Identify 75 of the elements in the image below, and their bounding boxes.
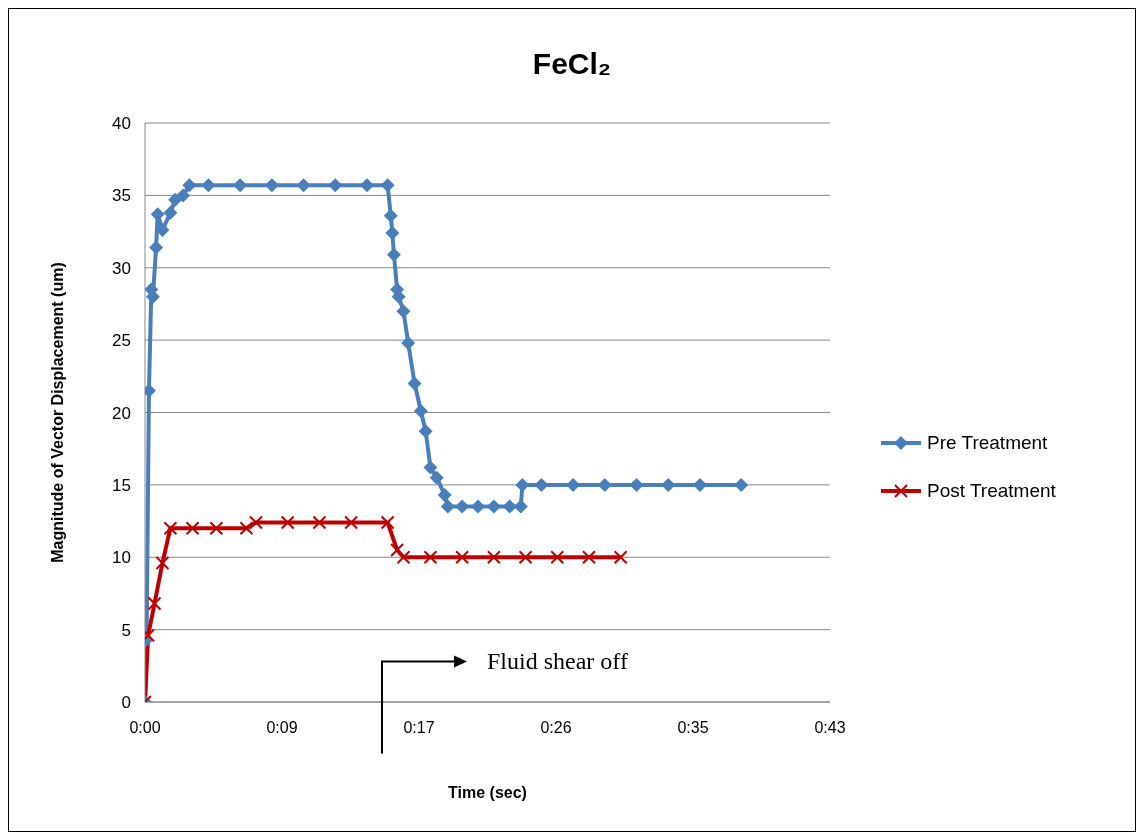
point xyxy=(168,192,183,207)
point xyxy=(149,240,164,255)
y-tick-label: 10 xyxy=(112,548,131,568)
point xyxy=(328,178,343,193)
point xyxy=(147,596,162,611)
y-tick-label: 30 xyxy=(112,258,131,278)
point xyxy=(470,499,485,514)
point xyxy=(513,499,528,514)
point xyxy=(312,515,327,530)
point xyxy=(486,550,501,565)
point xyxy=(182,178,197,193)
y-tick-label: 5 xyxy=(121,620,131,640)
point xyxy=(383,208,398,223)
point xyxy=(359,178,374,193)
point xyxy=(390,543,405,558)
point xyxy=(249,515,263,530)
y-tick-label: 35 xyxy=(112,186,131,206)
point xyxy=(401,336,416,351)
point xyxy=(518,550,533,565)
point xyxy=(413,404,428,419)
point xyxy=(176,188,191,203)
point xyxy=(455,499,470,514)
point xyxy=(396,304,411,319)
point xyxy=(233,178,248,193)
point xyxy=(407,376,422,391)
point xyxy=(502,499,517,514)
point xyxy=(163,521,178,536)
y-tick-label: 0 xyxy=(121,693,131,713)
point xyxy=(163,205,178,220)
point xyxy=(418,424,433,439)
point xyxy=(486,499,501,514)
point xyxy=(201,178,216,193)
point xyxy=(239,521,254,536)
point xyxy=(280,515,295,530)
point xyxy=(629,477,644,492)
point xyxy=(455,550,470,565)
chart-title: FeCl₂ xyxy=(531,47,613,81)
point xyxy=(380,178,395,193)
point xyxy=(396,550,411,565)
point xyxy=(296,178,311,193)
legend-label: Post Treatment xyxy=(927,480,1056,502)
point xyxy=(385,226,400,241)
y-tick-label: 40 xyxy=(112,114,131,134)
point xyxy=(423,550,438,565)
legend-label: Pre Treatment xyxy=(927,432,1048,454)
point xyxy=(150,207,165,222)
y-axis-title: Magnitude of Vector Displacement (um) xyxy=(48,262,66,563)
point xyxy=(386,247,401,262)
point xyxy=(437,488,452,503)
point xyxy=(534,477,549,492)
point xyxy=(209,521,224,536)
point xyxy=(429,470,444,485)
x-tick-label: 0:17 xyxy=(403,719,435,737)
point xyxy=(734,477,749,492)
x-tick-label: 0:43 xyxy=(814,719,846,737)
point xyxy=(264,178,279,193)
point xyxy=(423,460,438,475)
y-tick-label: 20 xyxy=(112,403,131,423)
x-tick-label: 0:00 xyxy=(129,719,161,737)
x-tick-label: 0:35 xyxy=(677,719,709,737)
x-tick-label: 0:09 xyxy=(266,719,298,737)
point xyxy=(155,556,170,571)
y-tick-label: 25 xyxy=(112,331,131,351)
point xyxy=(185,521,200,536)
point xyxy=(581,550,596,565)
x-axis-title: Time (sec) xyxy=(448,784,527,802)
point xyxy=(380,515,395,530)
point xyxy=(613,550,628,565)
annotation: Fluid shear off xyxy=(487,648,628,675)
point xyxy=(440,499,455,514)
point xyxy=(344,515,359,530)
point xyxy=(550,550,565,565)
point xyxy=(515,477,530,492)
x-tick-label: 0:26 xyxy=(540,719,572,737)
y-tick-label: 15 xyxy=(112,475,131,495)
